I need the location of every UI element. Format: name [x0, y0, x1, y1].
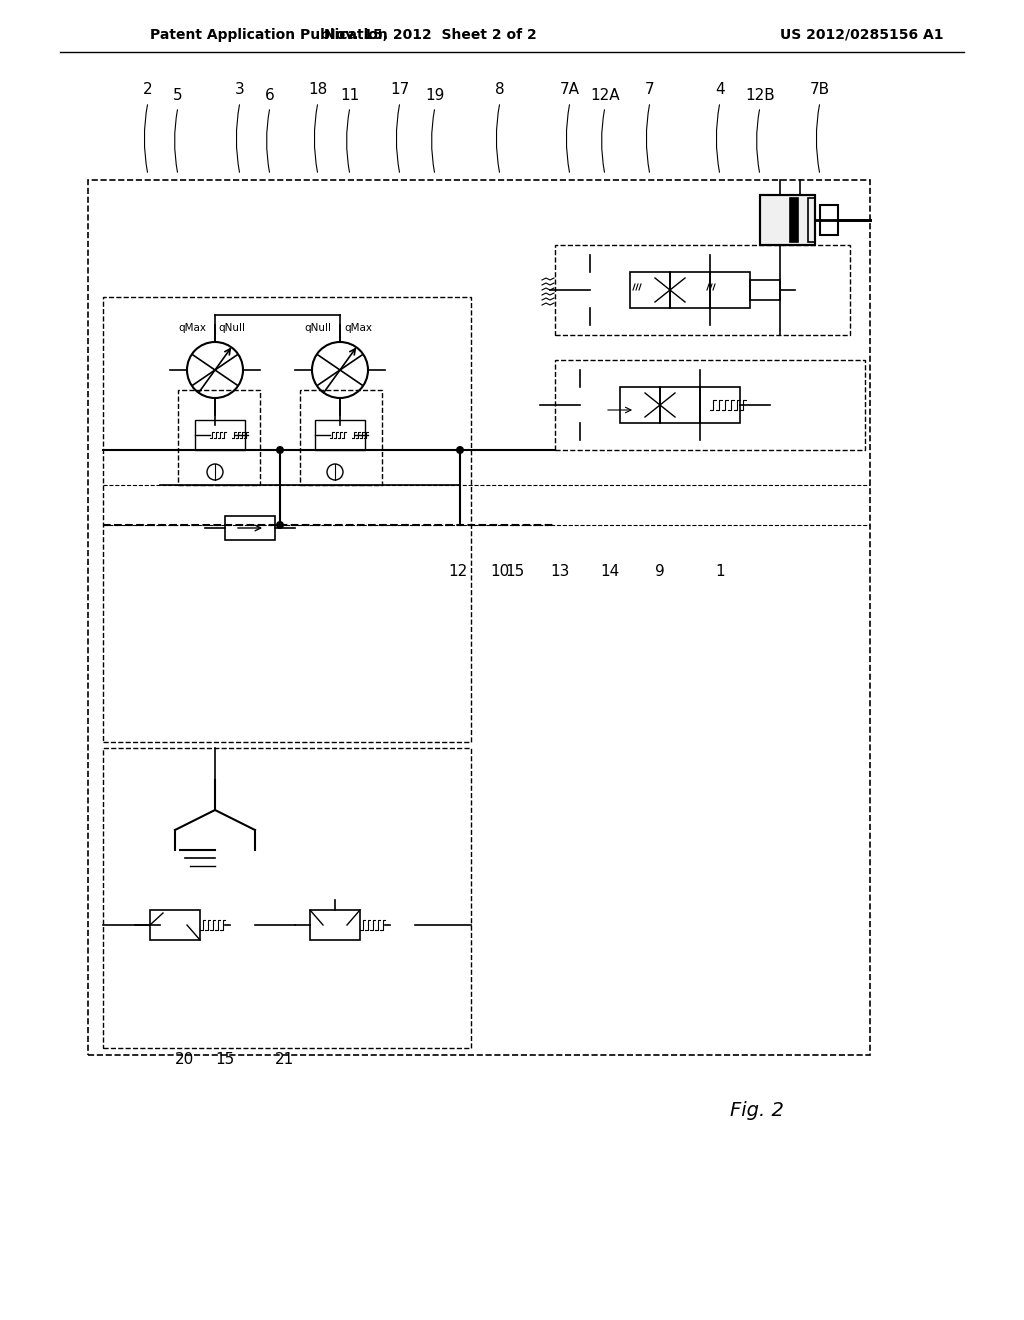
Bar — [670, 272, 710, 308]
Text: 14: 14 — [600, 565, 620, 579]
Bar — [88, 180, 870, 1055]
Text: 12A: 12A — [590, 87, 620, 103]
Text: qMax: qMax — [178, 323, 206, 333]
Text: qNull: qNull — [304, 323, 332, 333]
Text: 12: 12 — [449, 565, 468, 579]
Text: 6: 6 — [265, 87, 274, 103]
Bar — [660, 387, 700, 422]
Text: 21: 21 — [275, 1052, 295, 1068]
Text: 4: 4 — [715, 82, 725, 98]
Text: 5: 5 — [173, 87, 183, 103]
Text: 2: 2 — [143, 82, 153, 98]
Text: 17: 17 — [390, 82, 410, 98]
Text: 10: 10 — [490, 565, 510, 579]
Text: 7A: 7A — [560, 82, 580, 98]
Bar — [820, 205, 838, 235]
Text: 13: 13 — [550, 565, 569, 579]
Bar — [103, 297, 471, 742]
Bar — [555, 246, 850, 335]
Text: 7B: 7B — [810, 82, 830, 98]
Bar — [760, 195, 815, 246]
Text: 15: 15 — [215, 1052, 234, 1068]
Text: Patent Application Publication: Patent Application Publication — [150, 28, 388, 42]
Circle shape — [276, 521, 284, 529]
Text: 18: 18 — [308, 82, 328, 98]
Bar — [750, 280, 780, 300]
Text: 15: 15 — [506, 565, 524, 579]
Text: Nov. 15, 2012  Sheet 2 of 2: Nov. 15, 2012 Sheet 2 of 2 — [324, 28, 537, 42]
Text: qNull: qNull — [218, 323, 246, 333]
Text: qMax: qMax — [344, 323, 372, 333]
Text: 12B: 12B — [745, 87, 775, 103]
Text: 19: 19 — [425, 87, 444, 103]
Circle shape — [276, 446, 284, 454]
Bar — [700, 387, 740, 422]
Bar — [150, 909, 200, 940]
Bar — [710, 272, 750, 308]
Text: 20: 20 — [175, 1052, 195, 1068]
Bar — [195, 420, 245, 450]
Bar — [790, 198, 798, 242]
Text: US 2012/0285156 A1: US 2012/0285156 A1 — [780, 28, 943, 42]
Text: 3: 3 — [236, 82, 245, 98]
Circle shape — [456, 446, 464, 454]
Bar — [555, 360, 865, 450]
Text: 11: 11 — [340, 87, 359, 103]
Text: 9: 9 — [655, 565, 665, 579]
Bar — [315, 420, 365, 450]
Bar — [178, 389, 260, 484]
Text: Fig. 2: Fig. 2 — [730, 1101, 784, 1119]
Bar — [760, 195, 815, 246]
Text: 8: 8 — [496, 82, 505, 98]
Bar — [620, 387, 660, 422]
Bar — [630, 272, 670, 308]
Bar — [310, 909, 360, 940]
Bar — [103, 748, 471, 1048]
Bar — [225, 516, 275, 540]
Text: 7: 7 — [645, 82, 654, 98]
Bar — [808, 198, 815, 242]
Text: 1: 1 — [715, 565, 725, 579]
Bar — [300, 389, 382, 484]
